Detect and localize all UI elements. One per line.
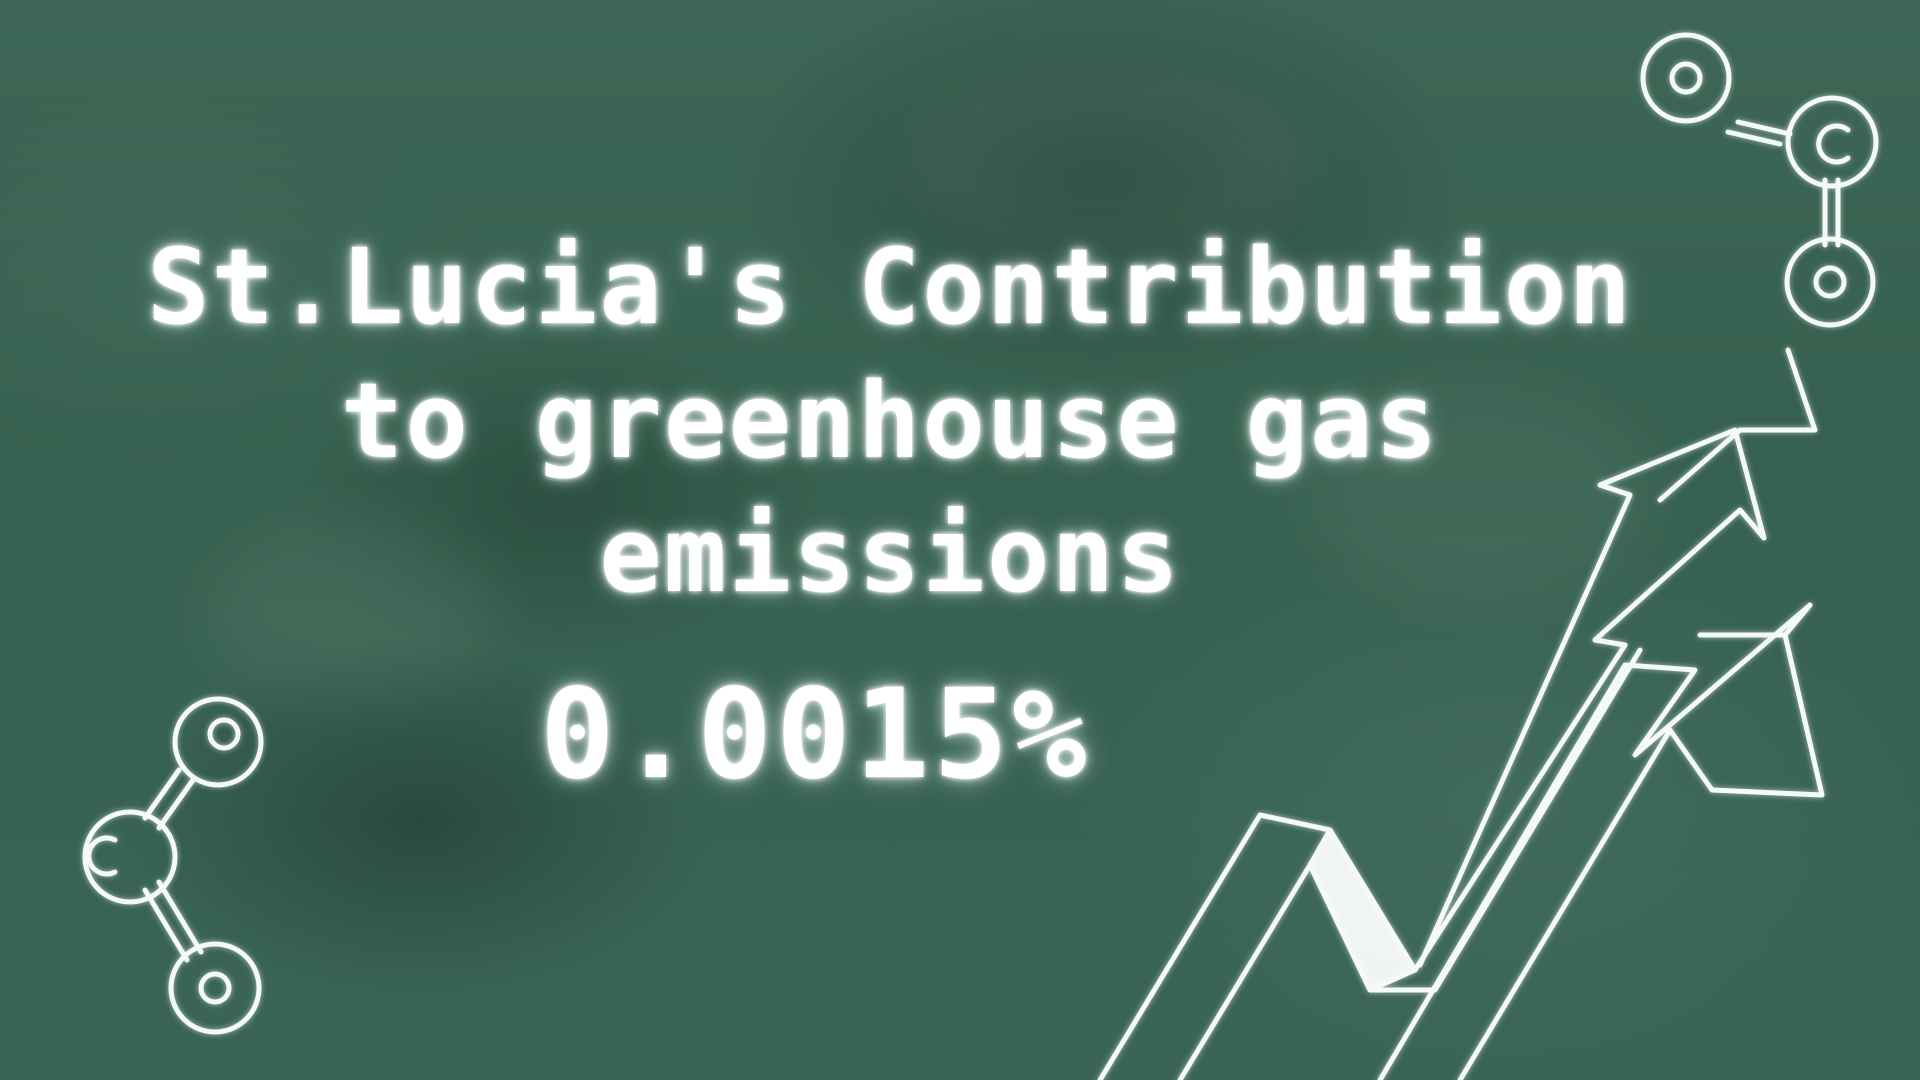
title-line-3: emissions	[599, 494, 1181, 616]
molecule-icon-bottom-left	[82, 696, 264, 1035]
molecule-icon-top-right	[1640, 32, 1879, 328]
rising-arrows-icon	[1097, 347, 1825, 1080]
title-line-1: St.Lucia's Contribution	[146, 226, 1634, 348]
title-line-2: to greenhouse gas	[340, 360, 1440, 482]
page-title: St.Lucia's Contribution to greenhouse ga…	[0, 220, 1780, 622]
emission-percentage: 0.0015%	[540, 663, 1091, 807]
